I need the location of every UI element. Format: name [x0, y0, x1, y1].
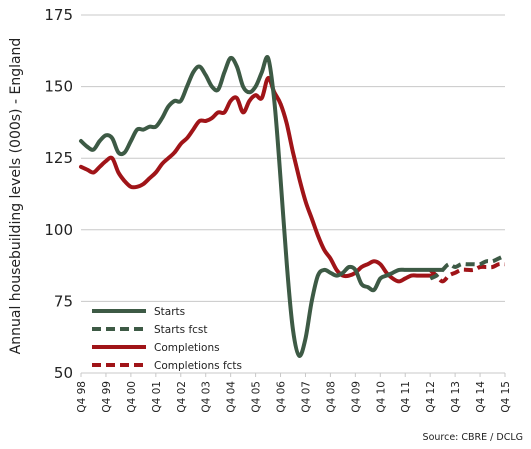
series-line-completions: [79, 75, 439, 284]
x-tick-label: Q4 01: [151, 381, 163, 413]
x-tick-label: Q4 06: [276, 381, 288, 413]
x-tick-label: Q4 10: [375, 381, 387, 413]
y-tick-label: 100: [44, 221, 73, 239]
x-tick-label: Q4 07: [300, 381, 312, 413]
y-tick-label: 175: [44, 6, 73, 24]
legend-label: Completions fcts: [154, 360, 242, 372]
series-line-completions-fcts: [428, 261, 506, 284]
x-tick-label: Q4 04: [226, 381, 238, 413]
source-note: Source: CBRE / DCLG: [423, 432, 523, 443]
legend: Starts Starts fcst Completions Completions …: [92, 306, 242, 372]
grid-layer: [81, 14, 505, 374]
y-tick-label: 75: [54, 292, 73, 310]
x-tick-label: Q4 14: [475, 381, 487, 413]
x-tick-label: Q4 09: [350, 381, 362, 413]
legend-label: Starts fcst: [154, 324, 208, 336]
x-tick-label: Q4 99: [101, 381, 113, 413]
x-tick-label: Q4 05: [251, 381, 263, 413]
x-tick-label: Q4 98: [76, 381, 88, 413]
x-tick-label: Q4 12: [425, 381, 437, 413]
legend-label: Starts: [154, 306, 185, 318]
series-layer: [79, 55, 506, 358]
x-tick-label: Q4 13: [450, 381, 462, 413]
x-tick-label: Q4 02: [176, 381, 188, 413]
x-tick-label: Q4 00: [126, 381, 138, 413]
x-tick-label: Q4 08: [325, 381, 337, 413]
y-tick-label: 150: [44, 78, 73, 96]
axis-layer: 50 75 100 125 150 175 Q4 98 Q4 99 Q4 00 Q4 01 Q4 0…: [44, 6, 512, 413]
x-tick-label: Q4 15: [500, 381, 512, 413]
series-line-starts: [79, 55, 445, 358]
x-tick-label: Q4 03: [201, 381, 213, 413]
y-tick-label: 125: [44, 149, 73, 167]
x-tick-label: Q4 11: [400, 381, 412, 413]
y-axis-label: Annual housebuilding levels (000s) - Eng…: [8, 38, 24, 355]
y-tick-label: 50: [54, 364, 73, 382]
legend-label: Completions: [154, 342, 220, 354]
series-line-starts-fcst: [429, 253, 506, 281]
